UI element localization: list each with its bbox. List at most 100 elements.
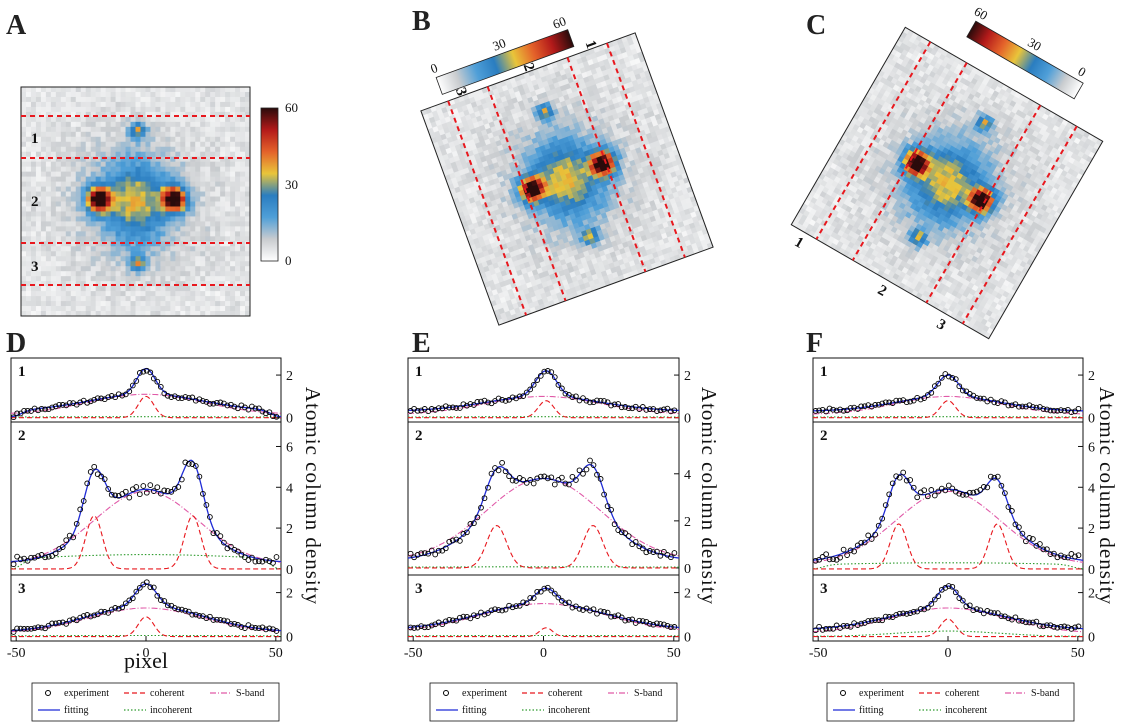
experiment-point	[509, 604, 516, 611]
experiment-point	[150, 584, 157, 591]
experiment-point	[1068, 409, 1075, 416]
experiment-point	[858, 403, 865, 410]
legend-marker	[840, 690, 846, 696]
sband-line	[407, 603, 680, 631]
profile-row: 2 0 1	[407, 357, 691, 427]
experiment-point	[70, 616, 77, 623]
experiment-point	[991, 399, 998, 406]
experiment-point	[921, 395, 928, 401]
experiment-point	[830, 406, 836, 413]
experiment-point	[31, 625, 38, 632]
experiment-point	[42, 554, 48, 561]
experiment-point	[238, 624, 245, 630]
experiment-point	[622, 404, 629, 410]
plot-frame	[407, 357, 680, 423]
experiment-point	[21, 407, 27, 414]
experiment-point	[562, 600, 569, 607]
experiment-point	[150, 375, 157, 382]
legend-label: S-band	[1031, 688, 1059, 699]
experiment-point	[446, 616, 453, 623]
experiment-point	[192, 463, 199, 469]
profile-row: 2 0 1	[812, 357, 1095, 427]
experiment-point	[935, 488, 942, 495]
legend-label: coherent	[548, 688, 583, 699]
experiment-point	[650, 621, 657, 628]
experiment-point	[893, 397, 900, 404]
row-label: 2	[820, 428, 828, 444]
experiment-point	[411, 625, 417, 631]
experiment-point	[56, 401, 63, 408]
y-axis-label: Atomic column density	[1095, 387, 1119, 605]
y-tick-label: 2	[684, 369, 691, 384]
experiment-point	[24, 407, 31, 414]
experiment-point	[231, 546, 238, 553]
y-tick-label: 2	[1088, 369, 1095, 384]
experiment-point	[956, 383, 963, 390]
y-tick-label: 0	[1088, 631, 1095, 646]
coherent-line	[408, 525, 679, 569]
experiment-point	[625, 533, 632, 539]
experiment-point	[499, 607, 505, 614]
experiment-point	[10, 629, 17, 635]
experiment-point	[1026, 619, 1033, 626]
experiment-point	[527, 477, 534, 483]
experiment-point	[910, 397, 917, 404]
image-b-colorbar-bar	[435, 29, 575, 95]
experiment-point	[66, 400, 73, 406]
panel-label-a: A	[6, 10, 27, 41]
legend-marker	[443, 690, 449, 696]
experiment-point	[196, 473, 203, 480]
experiment-point	[548, 474, 555, 481]
experiment-point	[569, 604, 576, 611]
experiment-point	[861, 539, 868, 546]
experiment-point	[910, 484, 917, 491]
experiment-point	[886, 399, 893, 406]
experiment-point	[1005, 504, 1012, 510]
image-c-cut-line	[815, 41, 932, 240]
experiment-point	[851, 548, 857, 555]
experiment-point	[224, 618, 231, 625]
experiment-point	[80, 498, 87, 504]
experiment-point	[1002, 399, 1008, 406]
experiment-point	[154, 484, 161, 491]
experiment-point	[1051, 407, 1057, 414]
experiment-point	[847, 547, 854, 554]
plot-frame	[407, 574, 680, 642]
experiment-point	[228, 543, 234, 550]
experiment-point	[182, 394, 189, 400]
experiment-point	[608, 402, 614, 409]
experiment-point	[513, 478, 519, 484]
y-tick-label: 2	[286, 587, 293, 602]
experiment-point	[245, 406, 252, 413]
image-b-cut-line	[606, 42, 686, 258]
experiment-point	[161, 487, 168, 494]
experiment-point	[952, 589, 959, 596]
experiment-point	[987, 473, 994, 480]
experiment-point	[646, 621, 653, 627]
experiment-point	[987, 396, 994, 403]
experiment-point	[464, 613, 470, 620]
experiment-point	[921, 487, 928, 494]
experiment-point	[611, 401, 618, 408]
experiment-point	[1047, 622, 1054, 629]
experiment-point	[203, 615, 210, 622]
experiment-point	[646, 548, 653, 554]
image-b-colorbar-tick: 0	[428, 60, 439, 76]
experiment-point	[945, 373, 952, 380]
experiment-point	[143, 489, 150, 496]
x-tick-label: 0	[945, 646, 952, 661]
experiment-point	[970, 607, 977, 614]
experiment-point	[548, 587, 555, 594]
experiment-point	[28, 625, 34, 632]
experiment-point	[668, 554, 674, 561]
experiment-point	[449, 537, 456, 544]
experiment-point	[210, 400, 217, 407]
experiment-point	[87, 469, 94, 475]
row-label: 3	[415, 581, 423, 597]
experiment-point	[91, 612, 98, 619]
plot-frame	[407, 421, 680, 576]
experiment-point	[555, 594, 562, 601]
experiment-point	[1037, 541, 1043, 547]
experiment-point	[38, 624, 45, 631]
experiment-point	[28, 554, 34, 561]
